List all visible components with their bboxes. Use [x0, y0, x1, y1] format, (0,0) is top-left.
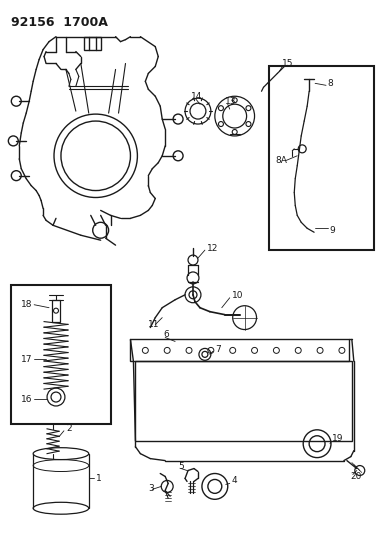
Text: 3: 3	[148, 484, 154, 493]
Text: 18: 18	[21, 300, 33, 309]
Text: 8A: 8A	[275, 156, 287, 165]
Text: 92156  1700A: 92156 1700A	[11, 16, 108, 29]
Text: 17: 17	[21, 355, 33, 364]
Text: 4: 4	[232, 476, 237, 485]
Bar	[136, 361, 352, 441]
Text: 11: 11	[148, 320, 160, 329]
Text: 7: 7	[215, 345, 221, 354]
Bar	[270, 67, 374, 250]
Text: 9: 9	[329, 226, 335, 235]
Text: 6: 6	[163, 330, 169, 339]
Text: 15: 15	[282, 59, 294, 68]
Bar	[84, 37, 100, 50]
Text: 13: 13	[225, 96, 236, 106]
Text: 1: 1	[96, 474, 102, 483]
Bar	[11, 285, 110, 424]
Text: 5: 5	[178, 462, 184, 471]
Text: 19: 19	[332, 434, 343, 443]
Text: 10: 10	[232, 292, 243, 300]
Text: 8: 8	[327, 79, 333, 88]
Text: 20: 20	[351, 472, 362, 481]
Text: 14: 14	[191, 92, 203, 101]
Bar	[52, 300, 60, 321]
Text: 12: 12	[207, 244, 218, 253]
Text: 2: 2	[66, 424, 72, 433]
Bar	[131, 340, 349, 361]
Text: 16: 16	[21, 394, 33, 403]
